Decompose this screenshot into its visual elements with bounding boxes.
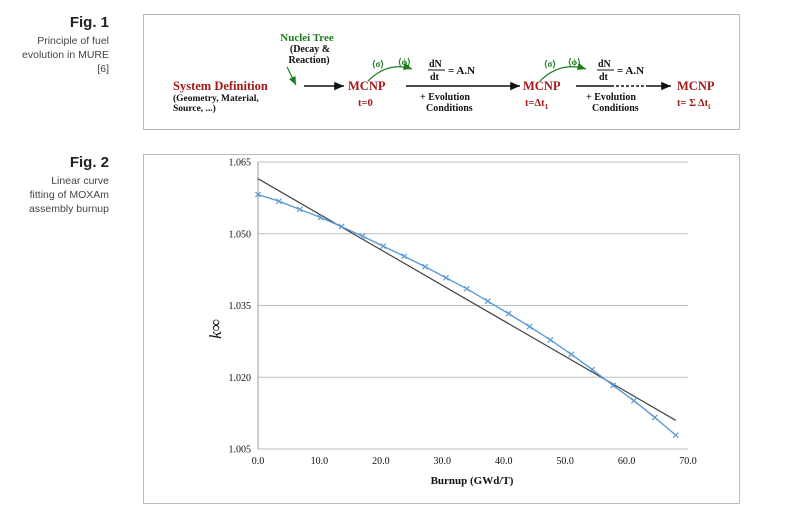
time-label-t1: t=Δt1 [525, 98, 549, 111]
evolution-conditions: Conditions [426, 103, 473, 114]
fig1-label: Fig. 1 [69, 14, 109, 31]
data-point-marker [359, 233, 366, 240]
system-definition: System Definition [173, 79, 268, 93]
nuclei-tree-line: (Decay & [290, 44, 330, 55]
x-tick-label: 70.0 [679, 456, 697, 467]
data-point-marker [672, 432, 679, 439]
fig2-caption: Fig. 2 Linear curve fitting of MOXAm ass… [0, 154, 109, 216]
evolution-conditions: + Evolution [586, 92, 636, 103]
fig2-frame: 1.005 1.020 1.035 1.050 1.065 0.0 10.0 20.0 30.… [143, 154, 740, 504]
y-tick-label: 1.050 [229, 229, 252, 240]
y-tick-label: 1.020 [229, 373, 252, 384]
data-point-marker [484, 298, 491, 305]
fig2-label: Fig. 2 [69, 154, 109, 171]
fig2-description-line: Linear curve [51, 175, 109, 187]
data-point-marker [442, 274, 449, 281]
fig1-description-line: [6] [97, 63, 109, 75]
x-tick-label: 50.0 [556, 456, 574, 467]
time-label-tsum: t= Σ Δti [677, 98, 710, 111]
data-point-marker [275, 198, 282, 205]
data-point-marker [463, 285, 470, 292]
data-point-marker [589, 366, 596, 373]
burnup-chart: 1.005 1.020 1.035 1.050 1.065 0.0 10.0 20.0 30.… [206, 158, 697, 488]
data-point-marker [380, 243, 387, 250]
nuclei-tree-line: Reaction) [288, 55, 329, 66]
y-tick-label: 1.065 [229, 158, 252, 169]
nuclei-tree-arrow [286, 66, 297, 86]
y-axis-label: k∞ [206, 319, 225, 339]
fig1-frame: Nuclei Tree (Decay & Reaction) System De… [143, 14, 740, 130]
data-point-marker [422, 263, 429, 270]
mcnp-block-1: MCNP [348, 79, 386, 93]
equation-rhs: = A.N [448, 65, 475, 77]
x-tick-label: 20.0 [372, 456, 390, 467]
fig1-description-line: evolution in MURE [22, 49, 109, 61]
mcnp-block-2: MCNP [523, 79, 561, 93]
data-point-marker [526, 323, 533, 330]
x-tick-label: 10.0 [311, 456, 329, 467]
x-tick-label: 30.0 [434, 456, 452, 467]
data-point-marker [568, 351, 575, 358]
system-definition-detail: (Geometry, Material, [173, 93, 259, 104]
equation-rhs: = A.N [617, 65, 644, 77]
fig1-description-line: Principle of fuel [37, 35, 109, 47]
y-tick-label: 1.005 [229, 445, 252, 456]
data-point-marker [505, 310, 512, 317]
sigma-symbol: ⟨σ⟩ [372, 59, 384, 69]
data-point-marker [338, 223, 345, 230]
fig2-description: Linear curve fitting of MOXAm assembly b… [0, 174, 109, 216]
data-point-marker [296, 206, 303, 213]
data-point-marker [651, 414, 658, 421]
data-point-marker [630, 397, 637, 404]
evolution-conditions: Conditions [592, 103, 639, 114]
x-tick-label: 60.0 [618, 456, 636, 467]
fig1-caption: Fig. 1 Principle of fuel evolution in MU… [0, 14, 109, 76]
dn-numerator: dN [598, 59, 612, 70]
data-point-marker [317, 214, 324, 221]
data-point-marker [401, 253, 408, 260]
y-tick-label: 1.035 [229, 301, 252, 312]
dt-denominator: dt [430, 72, 440, 83]
coupling-arrow [367, 62, 413, 82]
kinf-series-line [257, 193, 677, 436]
sigma-symbol: ⟨σ⟩ [544, 59, 556, 69]
mcnp-block-3: MCNP [677, 79, 715, 93]
x-tick-label: 0.0 [252, 456, 265, 467]
evolution-conditions: + Evolution [420, 92, 470, 103]
data-point-marker [610, 382, 617, 389]
fig1-description: Principle of fuel evolution in MURE [6] [0, 34, 109, 76]
data-point-marker [547, 336, 554, 343]
fig2-description-line: fitting of MOXAm [29, 189, 109, 201]
linear-fit-line [257, 178, 677, 421]
nuclei-tree-title: Nuclei Tree [280, 32, 334, 44]
data-point-marker [254, 191, 262, 198]
phi-symbol: ⟨ϕ⟩ [398, 57, 411, 67]
x-axis-label: Burnup (GWd/T) [431, 475, 514, 487]
time-label-t0: t=0 [358, 98, 373, 109]
dt-denominator: dt [599, 72, 609, 83]
coupling-arrow [539, 63, 587, 82]
system-definition-detail: Source, ...) [173, 103, 216, 114]
x-tick-label: 40.0 [495, 456, 513, 467]
phi-symbol: ⟨ϕ⟩ [568, 57, 581, 67]
fig1-diagram: Nuclei Tree (Decay & Reaction) System De… [173, 32, 715, 114]
dn-numerator: dN [429, 59, 443, 70]
fig2-description-line: assembly burnup [29, 203, 109, 215]
